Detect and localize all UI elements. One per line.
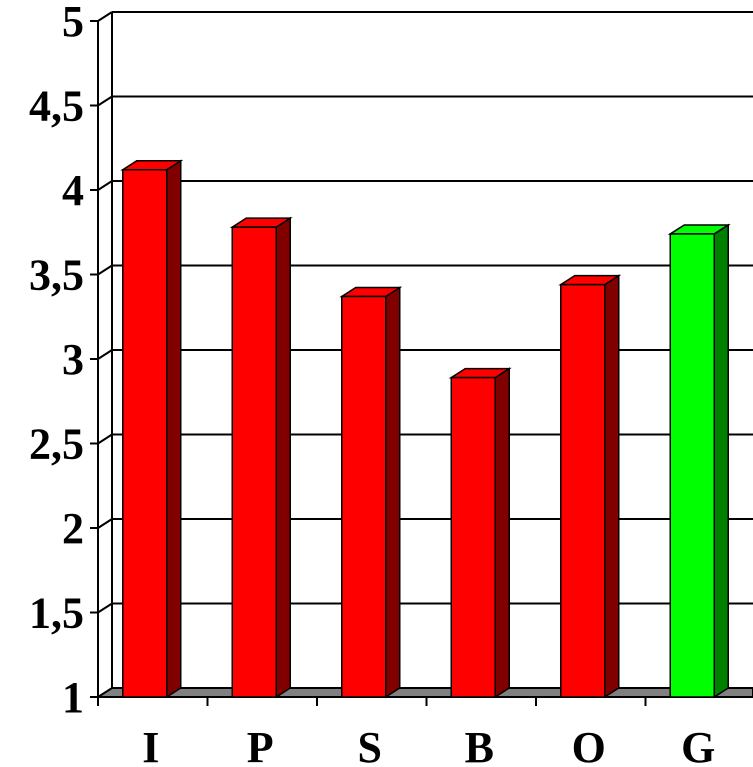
x-tick-label: B [465, 723, 494, 767]
bar-front [122, 168, 168, 698]
bar-side [713, 223, 729, 699]
bar-G [667, 223, 731, 699]
bar-front [669, 233, 715, 698]
bar-side [604, 274, 620, 699]
gridline-depth [97, 11, 113, 22]
gridline-depth [97, 349, 113, 360]
gridline-depth [97, 433, 113, 445]
gridline-depth [97, 264, 113, 276]
bar-O [558, 274, 622, 699]
x-tick-label: S [358, 723, 382, 767]
gridline-depth [97, 602, 113, 614]
bar-P [229, 216, 293, 699]
bar-front [231, 226, 277, 698]
y-tick-label: 4 [62, 166, 84, 215]
y-tick-label: 4,5 [29, 82, 84, 131]
y-tick-label: 3,5 [29, 251, 84, 300]
x-tick-label: P [247, 723, 274, 767]
y-tick-label: 5 [62, 0, 84, 46]
bar-side [166, 159, 182, 699]
bar-B [448, 367, 512, 699]
bar-S [339, 286, 403, 699]
x-tick-label: G [681, 723, 715, 767]
chart-floor [94, 687, 753, 698]
y-tick-label: 3 [62, 335, 84, 384]
labels: 1 1,5 2 2,5 3 3,5 4 4,5 5 I P S B O G [29, 0, 715, 767]
y-tick-label: 1,5 [29, 589, 84, 638]
bar-front [560, 283, 606, 698]
gridline-depth [97, 518, 113, 529]
bars [120, 159, 731, 699]
y-tick-label: 2 [62, 504, 84, 553]
bar-front [341, 295, 387, 698]
x-tick-label: I [142, 723, 159, 767]
bar-side [494, 367, 510, 699]
y-tick-label: 2,5 [29, 420, 84, 469]
bar-side [275, 216, 291, 699]
bar-side [385, 286, 401, 699]
y-tick-label: 1 [62, 673, 84, 722]
floor-plane [94, 687, 753, 698]
axes [90, 20, 753, 706]
bar-front [450, 376, 496, 698]
gridline-depth [97, 95, 113, 107]
gridlines [97, 11, 753, 688]
gridline-depth [97, 180, 113, 191]
x-tick-label: O [572, 723, 606, 767]
bar-I [120, 159, 184, 699]
